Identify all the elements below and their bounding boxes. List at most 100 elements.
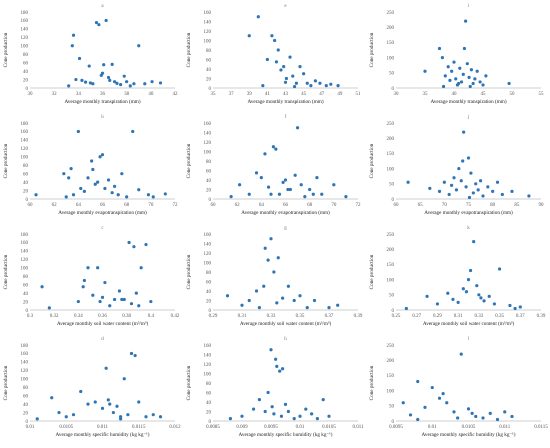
data-point [91,293,95,297]
data-point [452,176,456,180]
data-point [259,176,263,180]
y-tick-label: 40 [23,292,29,297]
data-point [108,304,112,308]
data-point [510,414,514,419]
data-point [229,195,233,199]
data-point [87,64,91,68]
y-tick-label: 50 [389,294,395,299]
data-point [475,69,479,73]
data-point [228,417,232,421]
data-point [139,266,143,270]
x-tick-label: 0.39 [354,314,363,319]
x-tick-label: 75 [466,203,472,208]
y-tick-label: 20 [206,299,212,304]
data-point [457,167,461,171]
data-point [471,191,475,195]
data-point [272,412,276,416]
y-tick-label: 80 [206,382,212,387]
data-point [256,15,260,19]
x-axis-label: Average monthly transpiration (mm) [430,98,506,105]
data-point [320,192,324,196]
y-tick-label: 140 [21,361,29,366]
y-tick-label: 180 [21,233,29,238]
x-tick-label: 30 [28,92,34,97]
data-point [304,407,308,411]
x-tick-label: 0.25 [392,314,401,319]
x-tick-label: 36 [100,92,106,97]
x-axis-label: Average monthly evapotranspiration (mm) [241,209,330,216]
y-axis-label: Cone production [186,143,192,178]
data-point [473,77,477,81]
data-point [151,413,155,417]
x-tick-label: 0.34 [74,314,83,319]
y-tick-label: 100 [21,156,29,161]
data-point [437,189,442,193]
data-point [332,183,336,187]
data-point [446,65,450,69]
y-tick-label: 50 [389,72,395,77]
data-point [122,377,126,381]
x-tick-label: 66 [283,203,289,208]
data-point [125,80,129,84]
data-point [466,156,471,160]
y-tick-label: 250 [387,233,395,238]
y-tick-label: 40 [206,401,212,406]
y-axis-label: Cone production [3,32,9,67]
data-point [474,414,478,419]
data-point [69,167,73,171]
y-tick-label: 0 [26,198,29,203]
data-point [263,152,267,156]
data-point [100,153,105,157]
data-point [298,65,302,69]
x-tick-label: 0.31 [238,314,247,319]
data-point [112,80,117,84]
data-point [295,126,300,130]
data-point [265,57,269,62]
data-point [468,84,472,89]
y-tick-label: 120 [204,30,212,35]
data-point [305,306,309,310]
y-tick-label: 160 [21,352,29,357]
x-axis-label: Average monthly transpiration (mm) [247,98,323,105]
data-point [416,379,420,384]
data-point [91,167,95,172]
data-point [327,414,331,418]
y-tick-label: 100 [387,56,395,61]
y-tick-label: 0 [392,198,395,203]
panel-title: l [468,337,470,342]
data-point [76,129,80,134]
y-tick-label: 180 [21,122,29,127]
data-point [484,74,488,78]
x-tick-label: 64 [259,203,265,208]
scatter-chart-i: i 0 50 100 150 200 250 30 35 40 45 50 55 Cone product… [369,4,544,105]
data-point [47,306,51,310]
data-point [261,84,265,88]
x-tick-label: 0.27 [412,314,421,319]
y-axis-label: Cone production [369,32,375,67]
data-point [90,159,94,163]
y-tick-label: 120 [21,147,29,152]
data-point [93,400,97,404]
data-point [129,351,134,356]
x-axis-label: Average monthly transpiration (mm) [64,98,140,105]
data-point [94,20,99,25]
data-point [240,414,244,418]
data-point [112,297,117,302]
data-point [237,183,242,187]
x-tick-label: 0.0105 [462,425,476,430]
x-tick-label: 0.0095 [264,425,278,430]
data-point [472,240,476,244]
x-tick-label: 0.012 [169,425,181,430]
y-tick-label: 150 [387,152,395,157]
data-point [336,303,340,307]
data-point [276,48,280,52]
y-tick-label: 60 [206,58,212,63]
data-point [79,389,83,394]
data-point [120,297,124,302]
data-point [312,298,317,303]
data-point [112,184,117,188]
x-tick-label: 34 [76,92,82,97]
data-point [67,84,71,88]
data-point [458,66,462,70]
chart-panel-j: j 0 50 100 150 200 250 60 65 70 75 80 85 90 Cone produ… [366,111,549,226]
